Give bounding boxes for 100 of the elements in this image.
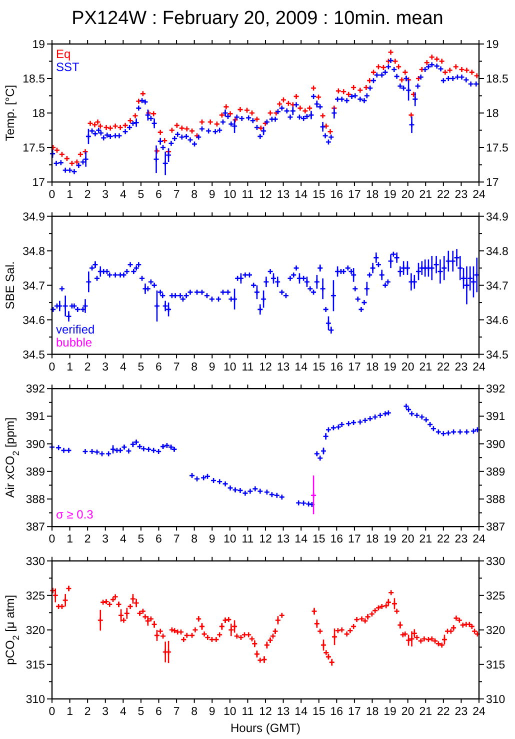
y2-tick-label: 315 [486, 659, 506, 672]
x-tick-label: 20 [401, 706, 414, 718]
legend-label: bubble [56, 335, 92, 350]
x-tick-label: 5 [138, 534, 144, 546]
x-tick-label: 6 [156, 534, 162, 546]
x-tick-label: 3 [102, 534, 109, 546]
y-tick-label: 387 [26, 522, 45, 534]
x-tick-label: 23 [454, 189, 468, 201]
y-axis-title: Temp. [°C] [3, 84, 17, 142]
x-tick-label: 1 [66, 534, 73, 546]
x-tick-label: 19 [384, 189, 396, 201]
x-tick-label: 16 [330, 189, 344, 201]
x-tick-label: 12 [259, 534, 272, 546]
x-tick-label: 24 [472, 534, 486, 546]
y2-tick-label: 392 [486, 384, 506, 396]
x-tick-label: 7 [173, 361, 180, 374]
y-tick-label: 389 [26, 466, 45, 478]
x-tick-label: 4 [120, 534, 127, 546]
x-tick-label: 10 [224, 189, 236, 201]
x-tick-label: 22 [437, 534, 450, 546]
x-tick-label: 0 [48, 706, 56, 718]
y2-tick-label: 34.8 [486, 246, 508, 258]
x-tick-label: 18 [366, 534, 379, 546]
x-tick-label: 12 [259, 706, 272, 718]
x-tick-label: 3 [102, 189, 109, 201]
y-tick-label: 388 [26, 494, 45, 506]
x-tick-label: 4 [120, 706, 127, 718]
y2-tick-label: 388 [486, 494, 506, 506]
x-tick-label: 9 [208, 534, 216, 546]
y2-tick-label: 389 [486, 466, 506, 478]
x-tick-label: 9 [208, 189, 216, 201]
y-tick-label: 18.5 [22, 74, 45, 86]
x-tick-label: 11 [242, 361, 254, 374]
x-tick-label: 4 [120, 189, 127, 201]
y-tick-label: 325 [26, 590, 45, 602]
x-tick-label: 4 [120, 361, 127, 374]
x-tick-label: 12 [259, 189, 272, 201]
y2-tick-label: 34.7 [486, 280, 508, 292]
x-tick-label: 1 [66, 361, 73, 374]
y2-tick-label: 17.5 [486, 142, 508, 154]
y-tick-label: 34.6 [22, 314, 45, 327]
x-tick-label: 11 [242, 189, 254, 201]
x-tick-label: 22 [437, 706, 450, 718]
x-tick-label: 13 [276, 706, 290, 718]
x-tick-label: 20 [401, 534, 414, 546]
x-tick-label: 15 [312, 706, 326, 718]
x-tick-label: 5 [138, 361, 144, 374]
x-tick-label: 20 [401, 361, 414, 374]
x-tick-label: 8 [191, 534, 198, 546]
y2-tick-label: 34.6 [486, 314, 508, 327]
y2-tick-label: 34.5 [486, 349, 508, 362]
x-tick-label: 5 [138, 706, 144, 718]
x-tick-label: 17 [348, 706, 361, 718]
y2-tick-label: 17 [486, 177, 499, 189]
x-tick-label: 24 [472, 189, 486, 201]
x-tick-label: 12 [259, 361, 272, 374]
x-tick-label: 5 [138, 189, 144, 201]
x-tick-label: 9 [208, 361, 216, 374]
x-tick-label: 14 [294, 361, 308, 374]
x-tick-label: 6 [156, 189, 162, 201]
y-tick-label: 17 [32, 177, 45, 189]
x-tick-label: 7 [173, 534, 180, 546]
y2-tick-label: 390 [486, 438, 506, 451]
series-label: verified [56, 322, 95, 336]
x-tick-label: 16 [330, 534, 344, 546]
x-tick-label: 19 [384, 706, 396, 718]
x-tick-label: 18 [366, 706, 379, 718]
y2-tick-label: 18 [486, 108, 499, 120]
x-tick-label: 23 [454, 361, 468, 374]
x-tick-label: 10 [224, 361, 236, 374]
x-tick-label: 7 [173, 706, 180, 718]
x-tick-label: 15 [312, 361, 326, 374]
x-tick-label: 0 [48, 534, 56, 546]
x-tick-label: 16 [330, 706, 344, 718]
y-tick-label: 34.5 [22, 349, 45, 362]
x-tick-label: 14 [294, 534, 308, 546]
x-tick-label: 2 [84, 189, 91, 201]
x-tick-label: 14 [294, 706, 308, 718]
y2-tick-label: 310 [486, 694, 506, 706]
y-tick-label: 34.9 [22, 211, 45, 224]
x-tick-label: 17 [348, 534, 361, 546]
x-tick-label: 0 [48, 189, 56, 201]
x-tick-label: 17 [348, 189, 361, 201]
y2-tick-label: 325 [486, 590, 506, 602]
x-tick-label: 1 [66, 189, 73, 201]
y-tick-label: 17.5 [22, 142, 45, 154]
y-tick-label: 34.7 [22, 280, 45, 292]
y-tick-label: 320 [26, 624, 45, 637]
y-axis-title: SBE Sal. [3, 261, 17, 310]
x-tick-label: 8 [191, 361, 198, 374]
y-tick-label: 390 [26, 438, 45, 451]
x-axis-title: Hours (GMT) [230, 720, 300, 735]
x-tick-label: 10 [224, 706, 236, 718]
x-tick-label: 21 [419, 534, 432, 546]
x-tick-label: 3 [102, 361, 109, 374]
y-tick-label: 315 [26, 659, 45, 672]
y-tick-label: 391 [26, 411, 45, 424]
text: Eq [56, 47, 71, 61]
x-tick-label: 11 [242, 534, 254, 546]
x-tick-label: 3 [102, 706, 109, 718]
